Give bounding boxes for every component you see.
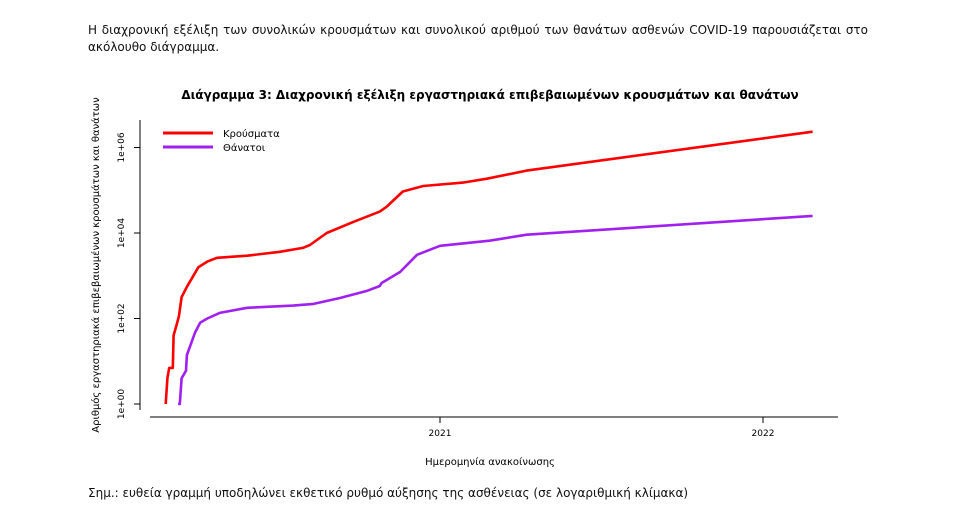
y-tick-label: 1e+06	[117, 132, 127, 163]
x-tick-label: 2022	[752, 429, 775, 439]
y-tick-label: 1e+04	[117, 218, 127, 249]
x-axis-label: Ημερομηνία ανακοίνωσης	[425, 456, 555, 468]
y-tick-label: 1e+02	[117, 303, 127, 333]
legend: Κρούσματα Θάνατοι	[163, 128, 280, 154]
series-line-deaths	[178, 214, 813, 406]
legend-label-deaths: Θάνατοι	[223, 142, 266, 154]
chart-title: Διάγραμμα 3: Διαχρονική εξέλιξη εργαστηρ…	[181, 88, 798, 102]
y-axis-label: Αριθμός εργαστηριακά επιβεβαιωμένων κρου…	[90, 97, 102, 433]
series-line-cases	[164, 130, 813, 405]
y-tick-label: 1e+00	[117, 389, 127, 420]
footnote: Σημ.: ευθεία γραμμή υποδηλώνει εκθετικό …	[88, 486, 689, 500]
legend-label-cases: Κρούσματα	[223, 128, 280, 140]
intro-paragraph: Η διαχρονική εξέλιξη των συνολικών κρουσ…	[88, 23, 868, 54]
x-tick-label: 2021	[429, 429, 452, 439]
chart: Διάγραμμα 3: Διαχρονική εξέλιξη εργαστηρ…	[90, 88, 838, 468]
